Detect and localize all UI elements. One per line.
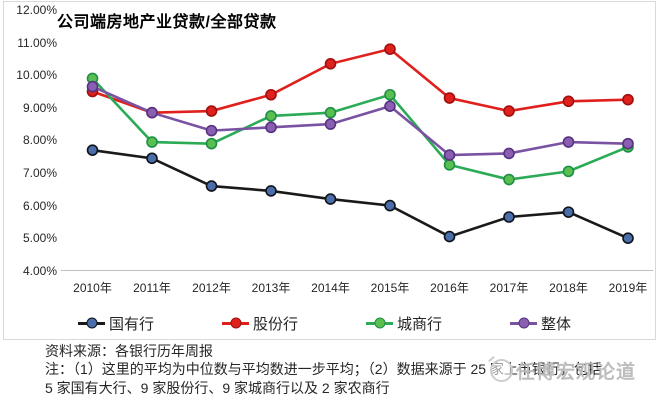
legend-marker-dot (86, 317, 97, 329)
y-tick-label: 4.00% (22, 263, 57, 278)
x-tick-label: 2013年 (251, 281, 291, 295)
y-tick-label: 7.00% (22, 166, 57, 180)
legend-label: 股份行 (253, 315, 299, 333)
x-tick-label: 2016年 (430, 281, 469, 295)
legend-label: 整体 (541, 315, 572, 333)
magnifier-logo-icon (490, 359, 513, 382)
x-tick-label: 2014年 (311, 281, 350, 295)
x-tick-label: 2012年 (192, 281, 231, 295)
x-tick-label: 2018年 (549, 281, 588, 295)
legend-label: 国有行 (109, 315, 155, 333)
legend-swatch-icon (510, 317, 537, 329)
legend-swatch-icon (222, 317, 249, 329)
x-tick-label: 2017年 (489, 281, 529, 295)
legend-swatch-icon (366, 317, 393, 329)
legend-item: 国有行 (78, 313, 154, 333)
footer-source: 资料来源：各银行历年周报 (45, 343, 213, 359)
legend-item: 城商行 (366, 313, 442, 333)
x-tick-label: 2011年 (133, 281, 171, 295)
legend-marker-dot (374, 317, 385, 329)
y-tick-label: 11.00% (17, 35, 57, 50)
footer-note-line2: 5 家国有大行、9 家股份行、9 家城商行以及 2 家农商行 (45, 380, 390, 396)
y-tick-label: 8.00% (22, 133, 57, 148)
legend-label: 城商行 (397, 315, 443, 333)
legend-item: 整体 (510, 313, 571, 333)
footer-note-line1: 注：（1）这里的平均为中位数与平均数进一步平均；（2）数据来源于 25 家上市银… (45, 361, 602, 377)
watermark: 任博宏观论道 (490, 357, 636, 384)
y-tick-label: 9.00% (22, 100, 57, 115)
legend-item: 股份行 (222, 313, 298, 333)
watermark-text: 任博宏观论道 (516, 362, 637, 383)
legend-marker-dot (518, 317, 529, 329)
legend: 国有行 股份行 城商行 整体 (0, 313, 662, 333)
x-axis-line (61, 270, 653, 271)
y-tick-label: 12.00% (16, 3, 57, 17)
x-tick-label: 2019年 (608, 281, 648, 295)
chart-title: 公司端房地产业贷款/全部贷款 (57, 14, 277, 31)
y-tick-label: 6.00% (22, 198, 57, 213)
legend-marker-dot (230, 317, 241, 329)
y-tick-label: 10.00% (16, 68, 57, 83)
x-tick-label: 2010年 (73, 281, 112, 295)
y-tick-label: 5.00% (22, 231, 57, 246)
legend-swatch-icon (78, 317, 105, 329)
x-tick-label: 2015年 (370, 281, 410, 295)
